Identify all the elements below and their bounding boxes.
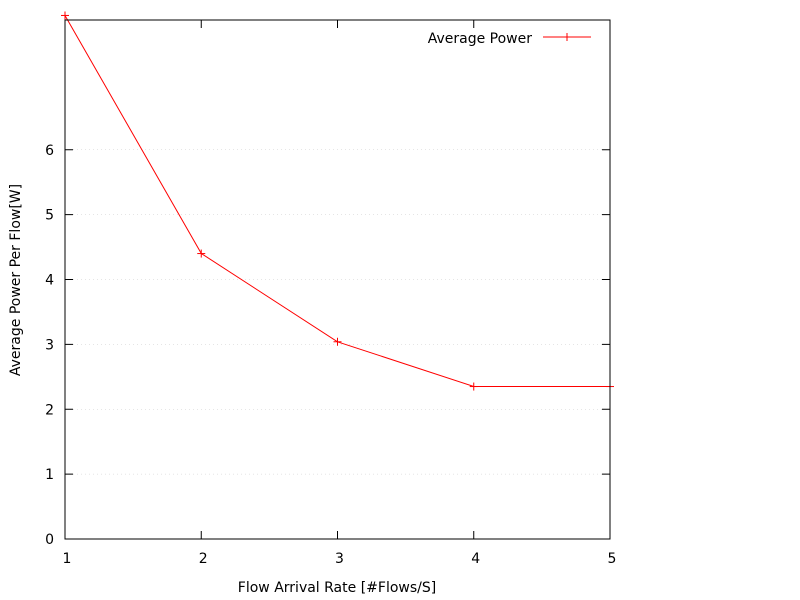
data-point-marker xyxy=(333,337,342,346)
series-layer xyxy=(61,11,614,391)
data-point-marker xyxy=(61,11,69,20)
y-tick-label: 4 xyxy=(45,273,54,289)
legend-label: Average Power xyxy=(428,31,533,47)
y-tick-label: 5 xyxy=(45,208,54,224)
x-tick-label: 5 xyxy=(608,551,617,567)
data-point-marker xyxy=(197,249,206,258)
x-tick-label: 4 xyxy=(471,551,480,567)
y-tick-label: 0 xyxy=(45,532,54,548)
y-tick-label: 3 xyxy=(45,337,54,353)
plot-frame xyxy=(64,19,611,540)
x-tick-label: 1 xyxy=(63,551,72,567)
x-tick-label: 2 xyxy=(199,551,208,567)
grid xyxy=(65,149,610,475)
x-axis-title: Flow Arrival Rate [#Flows/S] xyxy=(238,580,436,596)
series-line xyxy=(64,15,610,387)
y-tick-label: 2 xyxy=(45,402,54,418)
y-tick-label: 1 xyxy=(45,467,54,483)
legend: Average Power xyxy=(428,31,591,47)
y-tick-label: 6 xyxy=(45,143,54,159)
data-point-marker xyxy=(469,382,478,391)
y-axis-title: Average Power Per Flow[W] xyxy=(8,184,24,376)
x-tick-label: 3 xyxy=(335,551,344,567)
